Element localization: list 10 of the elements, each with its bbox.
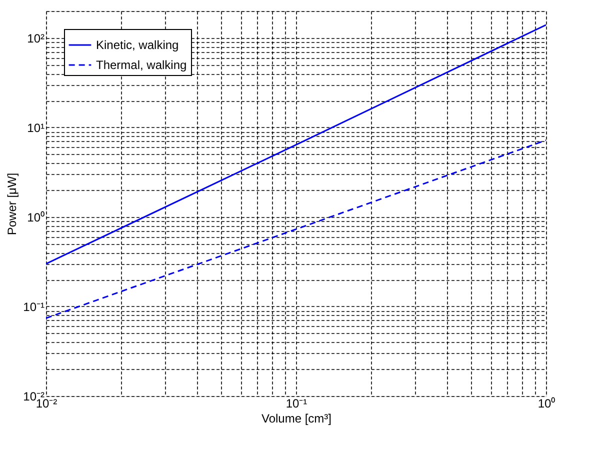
y-axis-title: Power [μW]	[5, 172, 20, 236]
x-axis-title: Volume [cm³]	[261, 412, 332, 426]
y-tick-label: 10⁰	[27, 210, 44, 224]
y-tick-label: 10²	[27, 31, 45, 46]
legend-label: Thermal, walking	[96, 58, 187, 72]
x-tick-label: 10⁻¹	[286, 396, 308, 410]
x-tick-label: 10⁰	[538, 396, 556, 410]
y-tick-label: 10⁻¹	[23, 300, 45, 314]
legend-label: Kinetic, walking	[96, 38, 179, 52]
y-tick-label: 10¹	[27, 120, 45, 135]
